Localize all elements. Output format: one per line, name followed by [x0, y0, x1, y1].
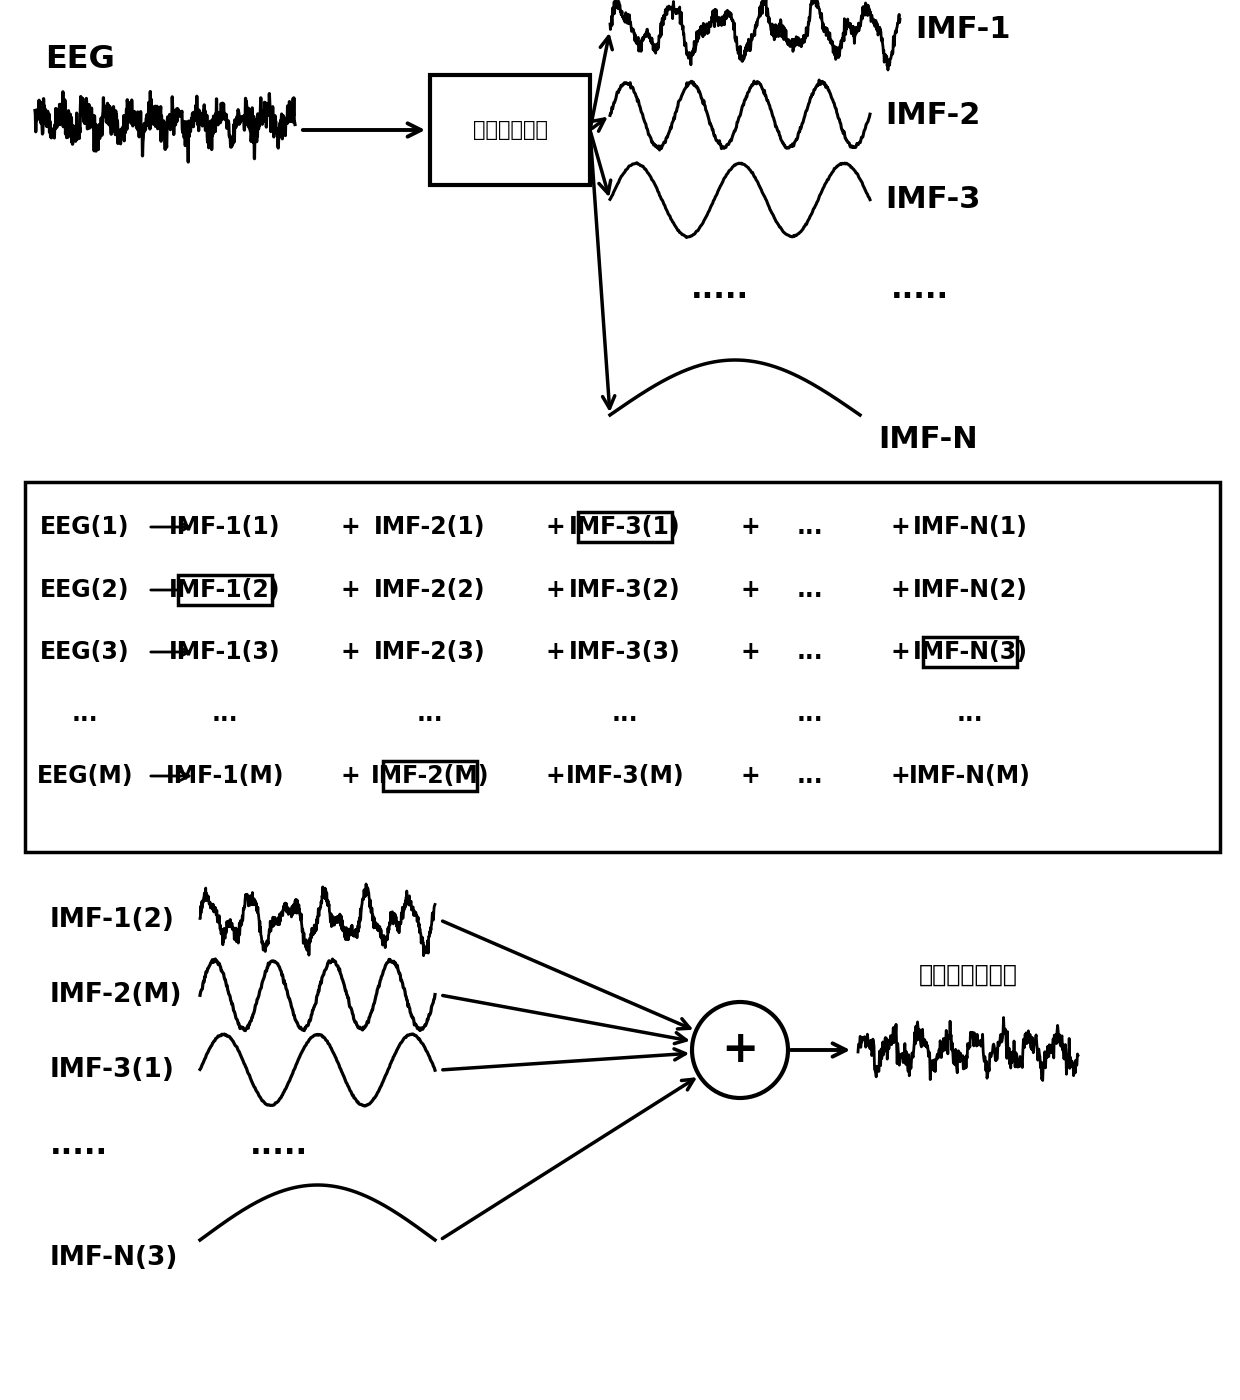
Text: IMF-1(2): IMF-1(2)	[50, 907, 175, 932]
Text: +: +	[890, 640, 910, 664]
Text: +: +	[546, 764, 565, 788]
Text: +: +	[546, 515, 565, 539]
Text: IMF-2(M): IMF-2(M)	[50, 981, 182, 1008]
Bar	[924, 637, 1017, 668]
Text: +: +	[890, 764, 910, 788]
Text: EEG(1): EEG(1)	[40, 515, 130, 539]
Text: +: +	[546, 640, 565, 664]
Text: .....: .....	[250, 1131, 308, 1159]
Text: IMF-1: IMF-1	[915, 15, 1011, 45]
Text: ...: ...	[212, 701, 238, 727]
Text: +: +	[546, 578, 565, 602]
Text: IMF-N(M): IMF-N(M)	[909, 764, 1030, 788]
Text: +: +	[340, 515, 360, 539]
Text: ...: ...	[72, 701, 98, 727]
Text: +: +	[740, 764, 760, 788]
Text: IMF-N(3): IMF-N(3)	[50, 1245, 179, 1271]
Text: 生成的人造数据: 生成的人造数据	[919, 963, 1018, 987]
Text: +: +	[340, 764, 360, 788]
Text: +: +	[740, 578, 760, 602]
Text: ...: ...	[796, 640, 823, 664]
Text: IMF-2(3): IMF-2(3)	[374, 640, 486, 664]
Text: ...: ...	[957, 701, 983, 727]
Text: IMF-N(2): IMF-N(2)	[913, 578, 1028, 602]
Text: ...: ...	[796, 515, 823, 539]
Text: IMF-3(3): IMF-3(3)	[569, 640, 681, 664]
Text: .....: .....	[691, 276, 749, 305]
Text: EEG(3): EEG(3)	[40, 640, 130, 664]
Text: +: +	[740, 515, 760, 539]
Text: IMF-N(3): IMF-N(3)	[913, 640, 1028, 664]
Text: ...: ...	[417, 701, 444, 727]
Text: IMF-1(2): IMF-1(2)	[169, 578, 280, 602]
Text: 经验模式分解: 经验模式分解	[472, 120, 548, 140]
Text: IMF-3(1): IMF-3(1)	[569, 515, 681, 539]
Bar	[179, 574, 272, 605]
Text: IMF-2(M): IMF-2(M)	[371, 764, 490, 788]
Text: +: +	[722, 1029, 759, 1071]
Bar	[578, 511, 672, 542]
Text: IMF-3: IMF-3	[885, 185, 981, 214]
Text: IMF-2(2): IMF-2(2)	[374, 578, 486, 602]
Text: ...: ...	[796, 578, 823, 602]
Text: IMF-3(1): IMF-3(1)	[50, 1057, 175, 1084]
Text: IMF-N(1): IMF-N(1)	[913, 515, 1028, 539]
Bar	[430, 76, 590, 185]
Text: ...: ...	[611, 701, 639, 727]
Text: +: +	[340, 640, 360, 664]
Text: .....: .....	[890, 276, 949, 305]
Text: ...: ...	[796, 701, 823, 727]
Text: IMF-1(3): IMF-1(3)	[169, 640, 280, 664]
Text: EEG(M): EEG(M)	[37, 764, 133, 788]
Text: +: +	[890, 578, 910, 602]
Text: EEG: EEG	[45, 45, 115, 76]
Text: IMF-3(2): IMF-3(2)	[569, 578, 681, 602]
Text: +: +	[740, 640, 760, 664]
Text: IMF-2: IMF-2	[885, 101, 981, 130]
Text: +: +	[340, 578, 360, 602]
Text: IMF-2(1): IMF-2(1)	[374, 515, 486, 539]
Text: ...: ...	[796, 764, 823, 788]
Text: IMF-1(M): IMF-1(M)	[166, 764, 284, 788]
Text: EEG(2): EEG(2)	[40, 578, 130, 602]
Text: IMF-3(M): IMF-3(M)	[565, 764, 684, 788]
Text: +: +	[890, 515, 910, 539]
Text: .....: .....	[50, 1131, 108, 1159]
Bar	[25, 482, 1220, 853]
Text: IMF-1(1): IMF-1(1)	[169, 515, 280, 539]
Text: IMF-N: IMF-N	[878, 426, 977, 455]
Bar	[383, 760, 477, 791]
